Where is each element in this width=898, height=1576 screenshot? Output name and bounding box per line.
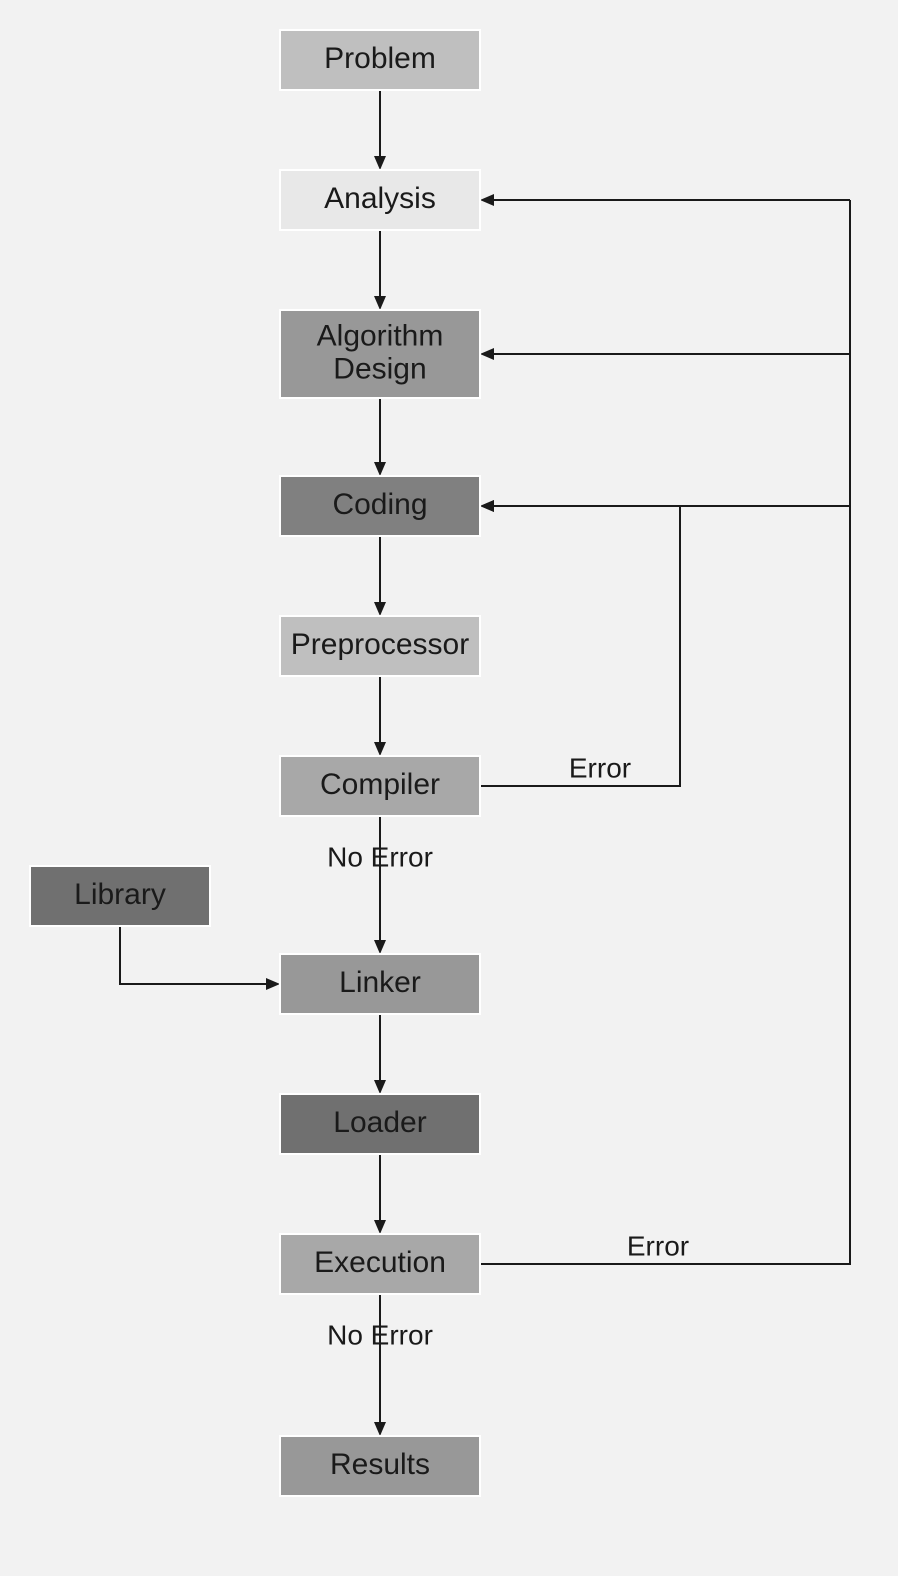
node-label-loader: Loader xyxy=(333,1106,426,1139)
node-label-compiler: Compiler xyxy=(320,768,440,801)
node-loader: Loader xyxy=(280,1094,480,1154)
node-label-coding: Coding xyxy=(332,488,427,521)
edge-analysis-algodesign-head xyxy=(374,296,386,310)
edge-label-compiler-linker: No Error xyxy=(327,841,433,872)
edge-execution-coding-head xyxy=(480,500,494,512)
node-algodesign: AlgorithmDesign xyxy=(280,310,480,398)
edge-label-execution-results: No Error xyxy=(327,1319,433,1350)
edge-execution-results-head xyxy=(374,1422,386,1436)
edge-linker-loader-head xyxy=(374,1080,386,1094)
node-linker: Linker xyxy=(280,954,480,1014)
node-label-results: Results xyxy=(330,1448,430,1481)
edge-compiler-linker-head xyxy=(374,940,386,954)
node-coding: Coding xyxy=(280,476,480,536)
edges-layer xyxy=(480,200,850,1264)
node-preprocessor: Preprocessor xyxy=(280,616,480,676)
edge-label-execution-multi: Error xyxy=(627,1230,689,1261)
node-analysis: Analysis xyxy=(280,170,480,230)
node-compiler: Compiler xyxy=(280,756,480,816)
node-problem: Problem xyxy=(280,30,480,90)
edge-coding-preprocessor-head xyxy=(374,602,386,616)
nodes-layer: Problem Analysis AlgorithmDesign Coding Prep… xyxy=(30,30,480,1496)
edge-compiler-coding xyxy=(480,506,680,786)
node-library: Library xyxy=(30,866,210,926)
edge-trunk-execution xyxy=(480,200,850,1264)
node-label-analysis: Analysis xyxy=(324,182,436,215)
node-execution: Execution xyxy=(280,1234,480,1294)
node-label-linker: Linker xyxy=(339,966,421,999)
edge-problem-analysis-head xyxy=(374,156,386,170)
edge-library-linker xyxy=(120,926,266,984)
flowchart-canvas: No Error No Error Error Error Problem Analysi… xyxy=(0,0,898,1576)
node-results: Results xyxy=(280,1436,480,1496)
node-label-preprocessor: Preprocessor xyxy=(291,628,469,661)
edge-algodesign-coding-head xyxy=(374,462,386,476)
edge-loader-execution-head xyxy=(374,1220,386,1234)
edge-execution-algodesign-head xyxy=(480,348,494,360)
edge-execution-analysis-head xyxy=(480,194,494,206)
edge-preprocessor-compiler-head xyxy=(374,742,386,756)
node-label-library: Library xyxy=(74,878,166,911)
node-label-algodesign: Design xyxy=(333,352,426,385)
node-label-algodesign: Algorithm xyxy=(317,319,444,352)
node-label-execution: Execution xyxy=(314,1246,446,1279)
edge-label-compiler-coding: Error xyxy=(569,752,631,783)
edge-library-linker-head xyxy=(266,978,280,990)
node-label-problem: Problem xyxy=(324,42,436,75)
